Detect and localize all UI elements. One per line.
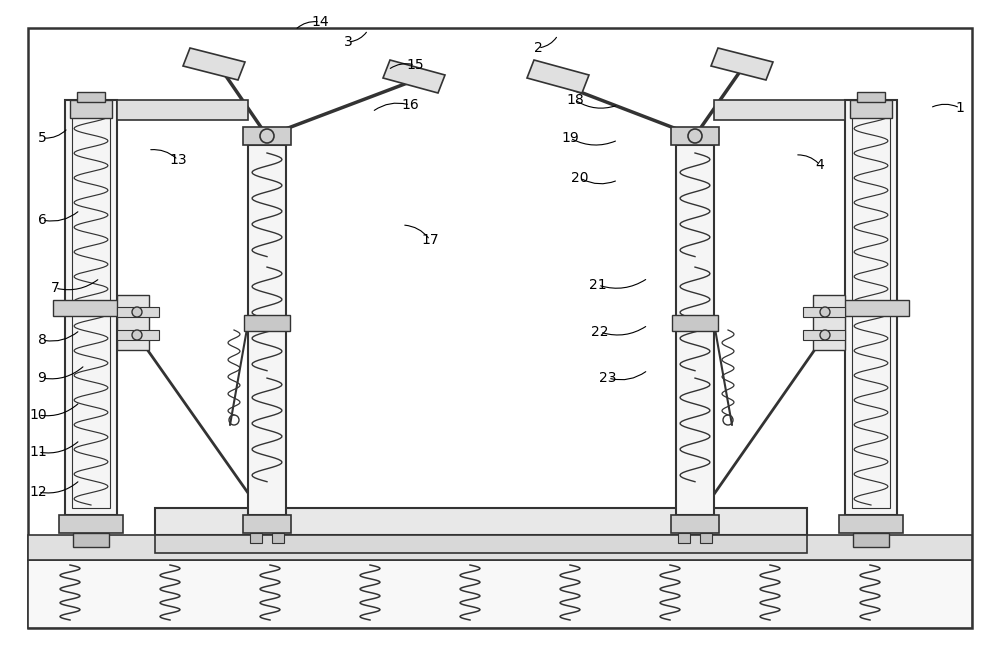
Bar — [28, 535, 972, 560]
Bar — [671, 127, 719, 145]
Bar — [77, 92, 105, 102]
Text: 2: 2 — [534, 41, 542, 55]
Bar — [678, 533, 690, 543]
Text: 20: 20 — [571, 171, 589, 185]
Text: 18: 18 — [566, 93, 584, 107]
Bar — [72, 107, 110, 508]
Bar — [53, 300, 129, 316]
Bar — [852, 107, 890, 508]
Text: 13: 13 — [169, 153, 187, 167]
Bar — [155, 508, 807, 535]
Text: 1: 1 — [956, 101, 964, 115]
Bar — [248, 145, 286, 515]
Text: 8: 8 — [38, 333, 46, 347]
Bar — [155, 535, 807, 553]
Bar — [117, 330, 159, 340]
Polygon shape — [527, 60, 589, 93]
Bar — [243, 127, 291, 145]
Bar — [672, 315, 718, 331]
Bar — [803, 330, 845, 340]
Text: 6: 6 — [38, 213, 46, 227]
Bar — [803, 307, 845, 317]
Text: 7: 7 — [51, 281, 59, 295]
Polygon shape — [383, 60, 445, 93]
Bar — [117, 307, 159, 317]
Bar — [857, 92, 885, 102]
Bar — [839, 515, 903, 533]
Text: 22: 22 — [591, 325, 609, 339]
Bar — [700, 533, 712, 543]
Bar — [65, 100, 117, 515]
Text: 9: 9 — [38, 371, 46, 385]
Text: 14: 14 — [311, 15, 329, 29]
Bar — [59, 515, 123, 533]
Bar — [853, 533, 889, 547]
Bar — [73, 533, 109, 547]
Bar — [70, 100, 112, 118]
Text: 4: 4 — [816, 158, 824, 172]
Circle shape — [820, 330, 830, 340]
Text: 17: 17 — [421, 233, 439, 247]
Text: 10: 10 — [29, 408, 47, 422]
Text: 23: 23 — [599, 371, 617, 385]
Text: 5: 5 — [38, 131, 46, 145]
Text: 19: 19 — [561, 131, 579, 145]
Text: 16: 16 — [401, 98, 419, 112]
Bar — [272, 533, 284, 543]
Text: 15: 15 — [406, 58, 424, 72]
Bar — [243, 515, 291, 533]
Text: 12: 12 — [29, 485, 47, 499]
Polygon shape — [711, 48, 773, 80]
Bar — [250, 533, 262, 543]
Circle shape — [820, 307, 830, 317]
Polygon shape — [183, 48, 245, 80]
Text: 11: 11 — [29, 445, 47, 459]
Circle shape — [132, 307, 142, 317]
Circle shape — [132, 330, 142, 340]
Bar — [244, 315, 290, 331]
Bar — [833, 300, 909, 316]
Text: 3: 3 — [344, 35, 352, 49]
Bar — [28, 560, 972, 628]
Bar — [813, 295, 845, 350]
Bar — [850, 100, 892, 118]
Bar — [117, 295, 149, 350]
Bar — [845, 100, 897, 515]
Bar — [676, 145, 714, 515]
Bar — [117, 100, 248, 120]
Text: 21: 21 — [589, 278, 607, 292]
Bar — [714, 100, 845, 120]
Bar — [671, 515, 719, 533]
